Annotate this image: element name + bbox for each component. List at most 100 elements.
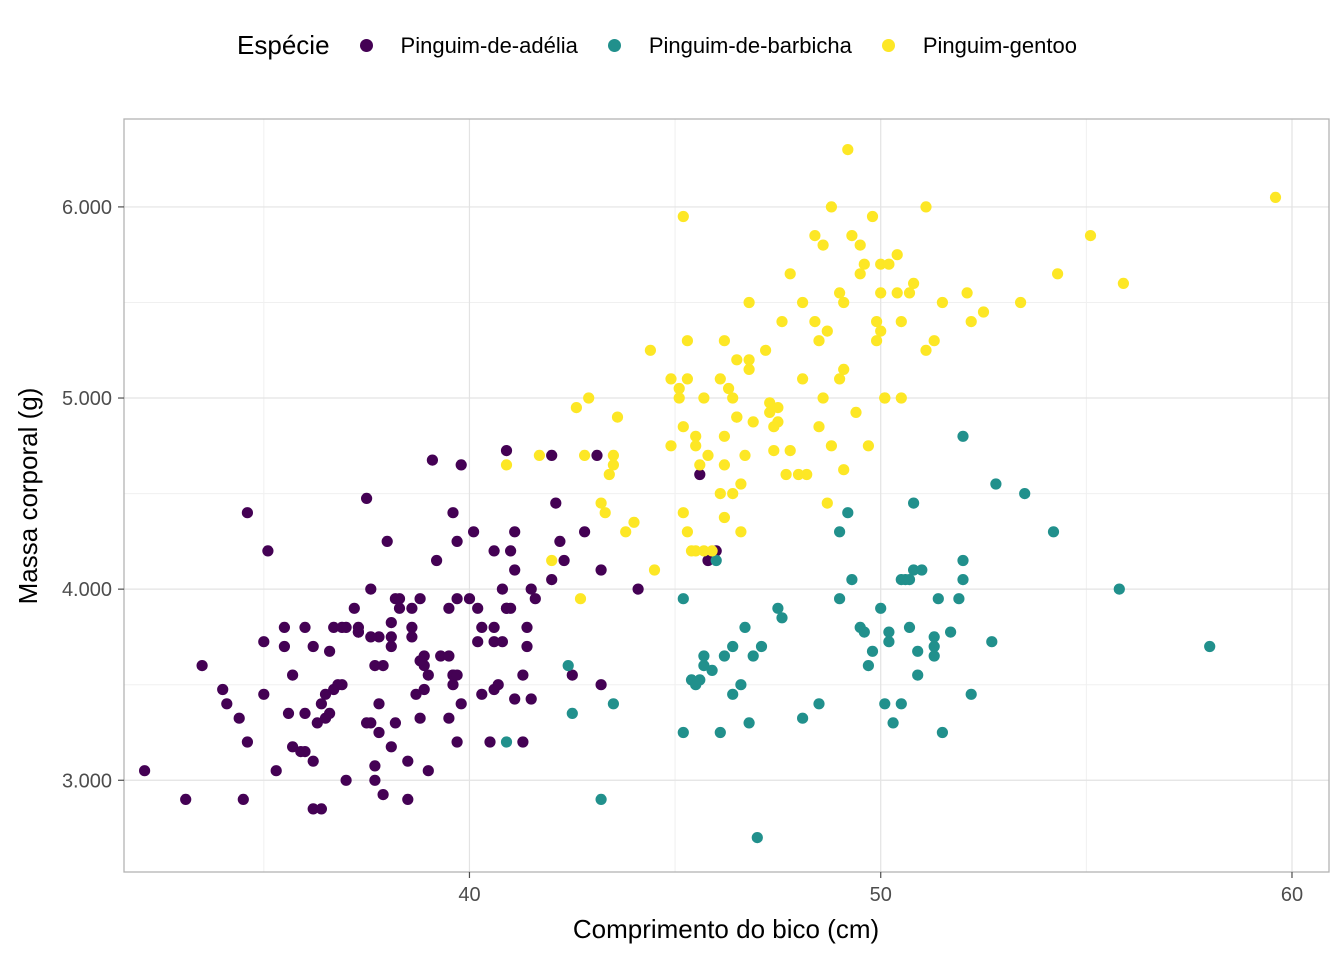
data-point-series-1	[866, 645, 879, 657]
data-point-series-0	[496, 583, 508, 595]
legend-item-gentoo: Pinguim-gentoo	[881, 33, 1077, 59]
data-point-series-2	[920, 201, 932, 213]
data-point-series-2	[846, 230, 858, 242]
data-point-series-0	[451, 669, 463, 681]
data-point-series-2	[718, 459, 731, 471]
data-point-series-2	[838, 363, 850, 375]
data-point-series-1	[776, 612, 788, 624]
legend-item-barbicha: Pinguim-de-barbicha	[607, 33, 852, 59]
data-point-series-1	[727, 688, 739, 700]
data-point-series-0	[369, 660, 381, 672]
data-point-series-1	[698, 650, 710, 662]
data-point-series-2	[579, 449, 591, 461]
data-point-series-2	[858, 258, 870, 270]
data-point-series-1	[1204, 640, 1216, 653]
data-point-series-0	[422, 669, 434, 681]
data-point-series-2	[718, 511, 731, 524]
data-point-series-2	[648, 564, 661, 576]
data-point-series-1	[928, 640, 940, 653]
data-point-series-0	[385, 631, 397, 643]
data-point-series-0	[702, 554, 714, 567]
data-point-series-2	[871, 335, 883, 347]
data-point-series-0	[468, 526, 480, 538]
data-point-series-0	[373, 698, 385, 710]
data-point-series-0	[299, 746, 311, 758]
data-point-series-0	[139, 765, 151, 777]
data-point-series-0	[566, 669, 578, 681]
data-point-series-2	[698, 392, 710, 404]
data-point-series-0	[381, 535, 393, 548]
data-point-series-0	[324, 707, 336, 720]
data-point-series-2	[611, 411, 624, 423]
data-point-series-2	[936, 296, 949, 309]
data-point-series-2	[714, 488, 726, 500]
data-point-series-2	[834, 287, 846, 299]
legend-item-adelia: Pinguim-de-adélia	[359, 33, 578, 59]
data-point-series-0	[447, 679, 459, 691]
data-point-series-0	[431, 554, 443, 567]
data-point-series-0	[352, 621, 364, 634]
legend: Espécie Pinguim-de-adélia Pinguim-de-bar…	[0, 30, 1344, 61]
data-point-series-1	[957, 554, 969, 567]
data-point-series-1	[698, 660, 710, 672]
data-point-series-0	[258, 636, 270, 648]
data-point-series-1	[986, 636, 998, 648]
data-point-series-2	[665, 440, 677, 452]
data-point-series-0	[595, 679, 607, 691]
data-point-series-0	[241, 736, 253, 748]
data-point-series-0	[282, 707, 295, 720]
data-point-series-0	[348, 602, 360, 614]
data-point-series-2	[500, 459, 513, 471]
data-point-series-2	[747, 416, 759, 428]
data-point-series-2	[838, 464, 850, 476]
data-point-series-0	[361, 492, 373, 504]
data-point-series-2	[731, 354, 743, 366]
data-point-series-2	[875, 258, 887, 270]
data-point-series-0	[496, 636, 508, 648]
data-point-series-0	[500, 445, 513, 457]
data-point-series-2	[718, 430, 731, 442]
data-point-series-0	[402, 793, 414, 806]
panel-border	[123, 118, 1330, 873]
data-point-series-0	[336, 679, 348, 691]
data-point-series-0	[509, 526, 521, 538]
data-point-series-2	[817, 392, 829, 404]
data-point-series-0	[525, 583, 537, 595]
data-point-series-2	[677, 210, 689, 223]
data-point-series-0	[476, 688, 488, 700]
data-point-series-2	[862, 440, 875, 452]
data-point-series-1	[862, 660, 875, 672]
data-point-series-0	[307, 803, 319, 815]
data-point-series-0	[241, 507, 253, 519]
data-point-series-1	[908, 564, 920, 576]
data-point-series-2	[768, 421, 780, 433]
data-point-series-0	[595, 564, 607, 576]
data-point-series-0	[377, 789, 389, 801]
data-point-series-0	[278, 621, 290, 634]
y-axis-title: Massa corporal (g)	[13, 388, 43, 605]
axis-ticks: 40 50 60 3.000 4.000 5.000 6.000	[62, 197, 1303, 906]
data-point-series-2	[603, 468, 615, 481]
data-point-series-2	[702, 449, 714, 461]
data-point-series-2	[879, 392, 891, 404]
data-point-series-1	[710, 554, 722, 567]
data-point-series-1	[500, 736, 513, 748]
data-point-series-0	[554, 535, 566, 548]
y-tick-label: 4.000	[62, 579, 112, 601]
data-point-series-0	[385, 741, 397, 753]
data-point-series-2	[903, 287, 916, 299]
data-point-series-2	[768, 445, 780, 457]
data-point-series-0	[307, 640, 319, 653]
data-point-series-2	[546, 554, 558, 567]
data-point-series-0	[451, 535, 463, 548]
data-point-series-0	[324, 645, 336, 657]
data-point-series-2	[895, 316, 907, 328]
data-point-series-0	[393, 593, 406, 605]
data-point-series-0	[443, 650, 455, 662]
data-point-series-0	[373, 631, 385, 643]
data-point-series-0	[307, 755, 319, 767]
data-point-series-2	[731, 411, 743, 423]
data-point-series-0	[521, 621, 533, 634]
data-point-series-0	[315, 698, 327, 710]
